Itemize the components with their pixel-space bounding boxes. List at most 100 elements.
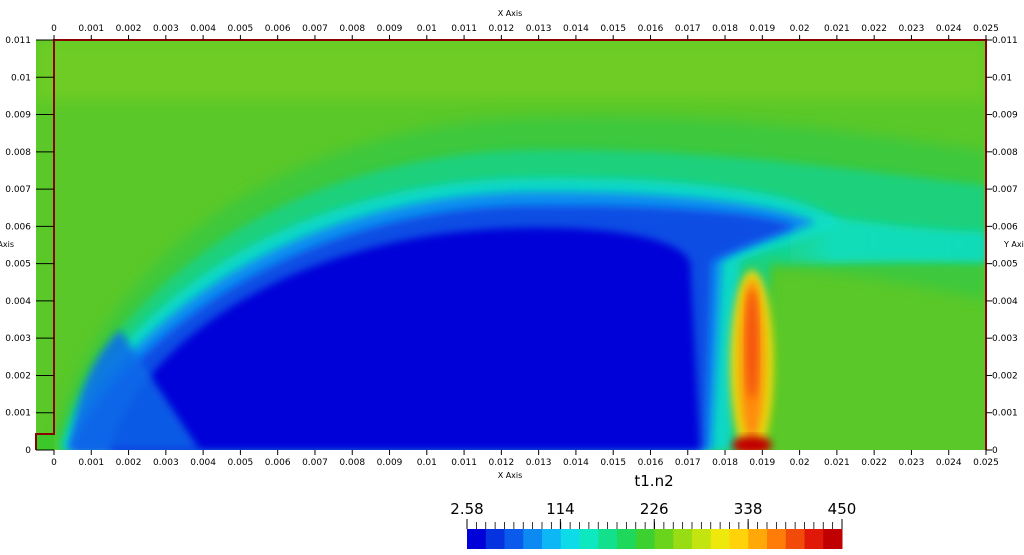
x-tick-label-bottom: 0.016 [638, 458, 664, 468]
x-tick-label-top: 0.021 [824, 24, 850, 34]
x-tick-label-top: 0.019 [749, 24, 775, 34]
x-tick-label-top: 0.014 [563, 24, 589, 34]
hot-streak-core [746, 290, 758, 400]
x-tick-label-bottom: 0.024 [936, 458, 962, 468]
y-tick-label-right: 0.005 [992, 260, 1018, 270]
x-tick-label-bottom: 0.019 [749, 458, 775, 468]
x-tick-label-bottom: 0.009 [377, 458, 403, 468]
colorbar-swatch [485, 529, 505, 549]
x-tick-label-bottom: 0.005 [228, 458, 254, 468]
y-tick-label-right: 0.004 [992, 297, 1018, 307]
colorbar-swatch [804, 529, 824, 549]
x-tick-label-top: 0 [51, 24, 57, 34]
y-tick-label-left: 0.001 [5, 409, 31, 419]
y-tick-label-left: 0.007 [5, 185, 31, 195]
y-tick-label-left: 0.005 [5, 260, 31, 270]
colorbar-swatch [467, 529, 487, 549]
x-tick-label-top: 0.025 [973, 24, 999, 34]
colorbar-swatch [748, 529, 768, 549]
colorbar-swatch [729, 529, 749, 549]
x-tick-label-top: 0.015 [600, 24, 626, 34]
colorbar-swatch [560, 529, 580, 549]
x-tick-label-top: 0.008 [339, 24, 365, 34]
colorbar-swatch [654, 529, 674, 549]
x-tick-label-bottom: 0.021 [824, 458, 850, 468]
colorbar-tick-label: 338 [734, 500, 763, 518]
y-tick-label-right: 0 [992, 446, 998, 456]
colorbar-swatch [598, 529, 618, 549]
x-tick-label-bottom: 0.008 [339, 458, 365, 468]
x-tick-label-bottom: 0.007 [302, 458, 328, 468]
x-tick-label-bottom: 0.025 [973, 458, 999, 468]
x-tick-label-top: 0.002 [116, 24, 142, 34]
colorbar-swatch [504, 529, 524, 549]
colorbar-tick-label: 450 [828, 500, 857, 518]
y-tick-label-right: 0.003 [992, 334, 1018, 344]
x-tick-label-bottom: 0.017 [675, 458, 701, 468]
y-tick-label-left: 0.009 [5, 111, 31, 121]
domain-outline [35, 39, 987, 450]
x-tick-label-top: 0.022 [861, 24, 887, 34]
x-tick-label-bottom: 0.018 [712, 458, 738, 468]
colorbar: 2.58 114 226 338 450 [450, 500, 856, 549]
x-tick-label-top: 0.023 [899, 24, 925, 34]
x-tick-label-top: 0.006 [265, 24, 291, 34]
x-tick-label-bottom: 0.013 [526, 458, 552, 468]
y-tick-label-right: 0.008 [992, 148, 1018, 158]
x-tick-label-top: 0.007 [302, 24, 328, 34]
x-tick-label-top: 0.018 [712, 24, 738, 34]
y-tick-label-right: 0.006 [992, 222, 1018, 232]
x-tick-label-top: 0.004 [190, 24, 216, 34]
right-y-axis-title: Y Axis [1003, 240, 1024, 249]
colorbar-swatch [579, 529, 599, 549]
colorbar-tick-label: 226 [640, 500, 669, 518]
y-tick-label-left: 0.011 [5, 36, 31, 46]
x-tick-label-bottom: 0.023 [899, 458, 925, 468]
x-tick-label-top: 0.009 [377, 24, 403, 34]
x-tick-label-bottom: 0.02 [790, 458, 810, 468]
y-tick-label-left: 0.004 [5, 297, 31, 307]
x-tick-label-bottom: 0.001 [78, 458, 104, 468]
x-tick-label-top: 0.017 [675, 24, 701, 34]
y-tick-label-right: 0.009 [992, 111, 1018, 121]
x-tick-label-bottom: 0.011 [451, 458, 477, 468]
left-y-axis-title: Y Axis [0, 240, 14, 249]
x-tick-label-bottom: 0.006 [265, 458, 291, 468]
axes: 0 0 0.001 0.001 0.002 0.002 0.003 0.003 0.004 0.0… [5, 24, 1018, 468]
x-tick-label-top: 0.01 [417, 24, 437, 34]
top-x-axis-title: X Axis [498, 9, 523, 18]
colorbar-swatch [710, 529, 730, 549]
colorbar-tick-label: 2.58 [450, 500, 483, 518]
colorbar-swatch [542, 529, 562, 549]
colorbar-swatch [823, 529, 843, 549]
colorbar-swatch [673, 529, 693, 549]
colorbar-swatch [767, 529, 787, 549]
y-tick-label-left: 0 [25, 446, 31, 456]
x-tick-label-bottom: 0.004 [190, 458, 216, 468]
y-tick-label-right: 0.007 [992, 185, 1018, 195]
y-tick-label-left: 0.008 [5, 148, 31, 158]
y-tick-label-left: 0.002 [5, 371, 31, 381]
x-tick-label-bottom: 0.022 [861, 458, 887, 468]
y-tick-label-left: 0.006 [5, 222, 31, 232]
y-tick-label-left: 0.01 [11, 73, 31, 83]
y-tick-label-left: 0.003 [5, 334, 31, 344]
colorbar-swatch [785, 529, 805, 549]
x-tick-label-top: 0.013 [526, 24, 552, 34]
y-tick-label-right: 0.001 [992, 409, 1018, 419]
y-tick-label-right: 0.002 [992, 371, 1018, 381]
x-tick-label-top: 0.001 [78, 24, 104, 34]
low-core [110, 227, 700, 450]
x-tick-label-bottom: 0.015 [600, 458, 626, 468]
x-tick-label-top: 0.02 [790, 24, 810, 34]
field-title: t1.n2 [634, 472, 673, 490]
y-tick-label-right: 0.01 [992, 73, 1012, 83]
inlet-wedge [70, 330, 200, 450]
colorbar-swatch [523, 529, 543, 549]
x-tick-label-top: 0.016 [638, 24, 664, 34]
x-tick-label-bottom: 0.014 [563, 458, 589, 468]
x-tick-label-bottom: 0 [51, 458, 57, 468]
hot-spot-base [732, 436, 772, 450]
x-tick-label-bottom: 0.012 [488, 458, 514, 468]
y-tick-label-right: 0.011 [992, 36, 1018, 46]
